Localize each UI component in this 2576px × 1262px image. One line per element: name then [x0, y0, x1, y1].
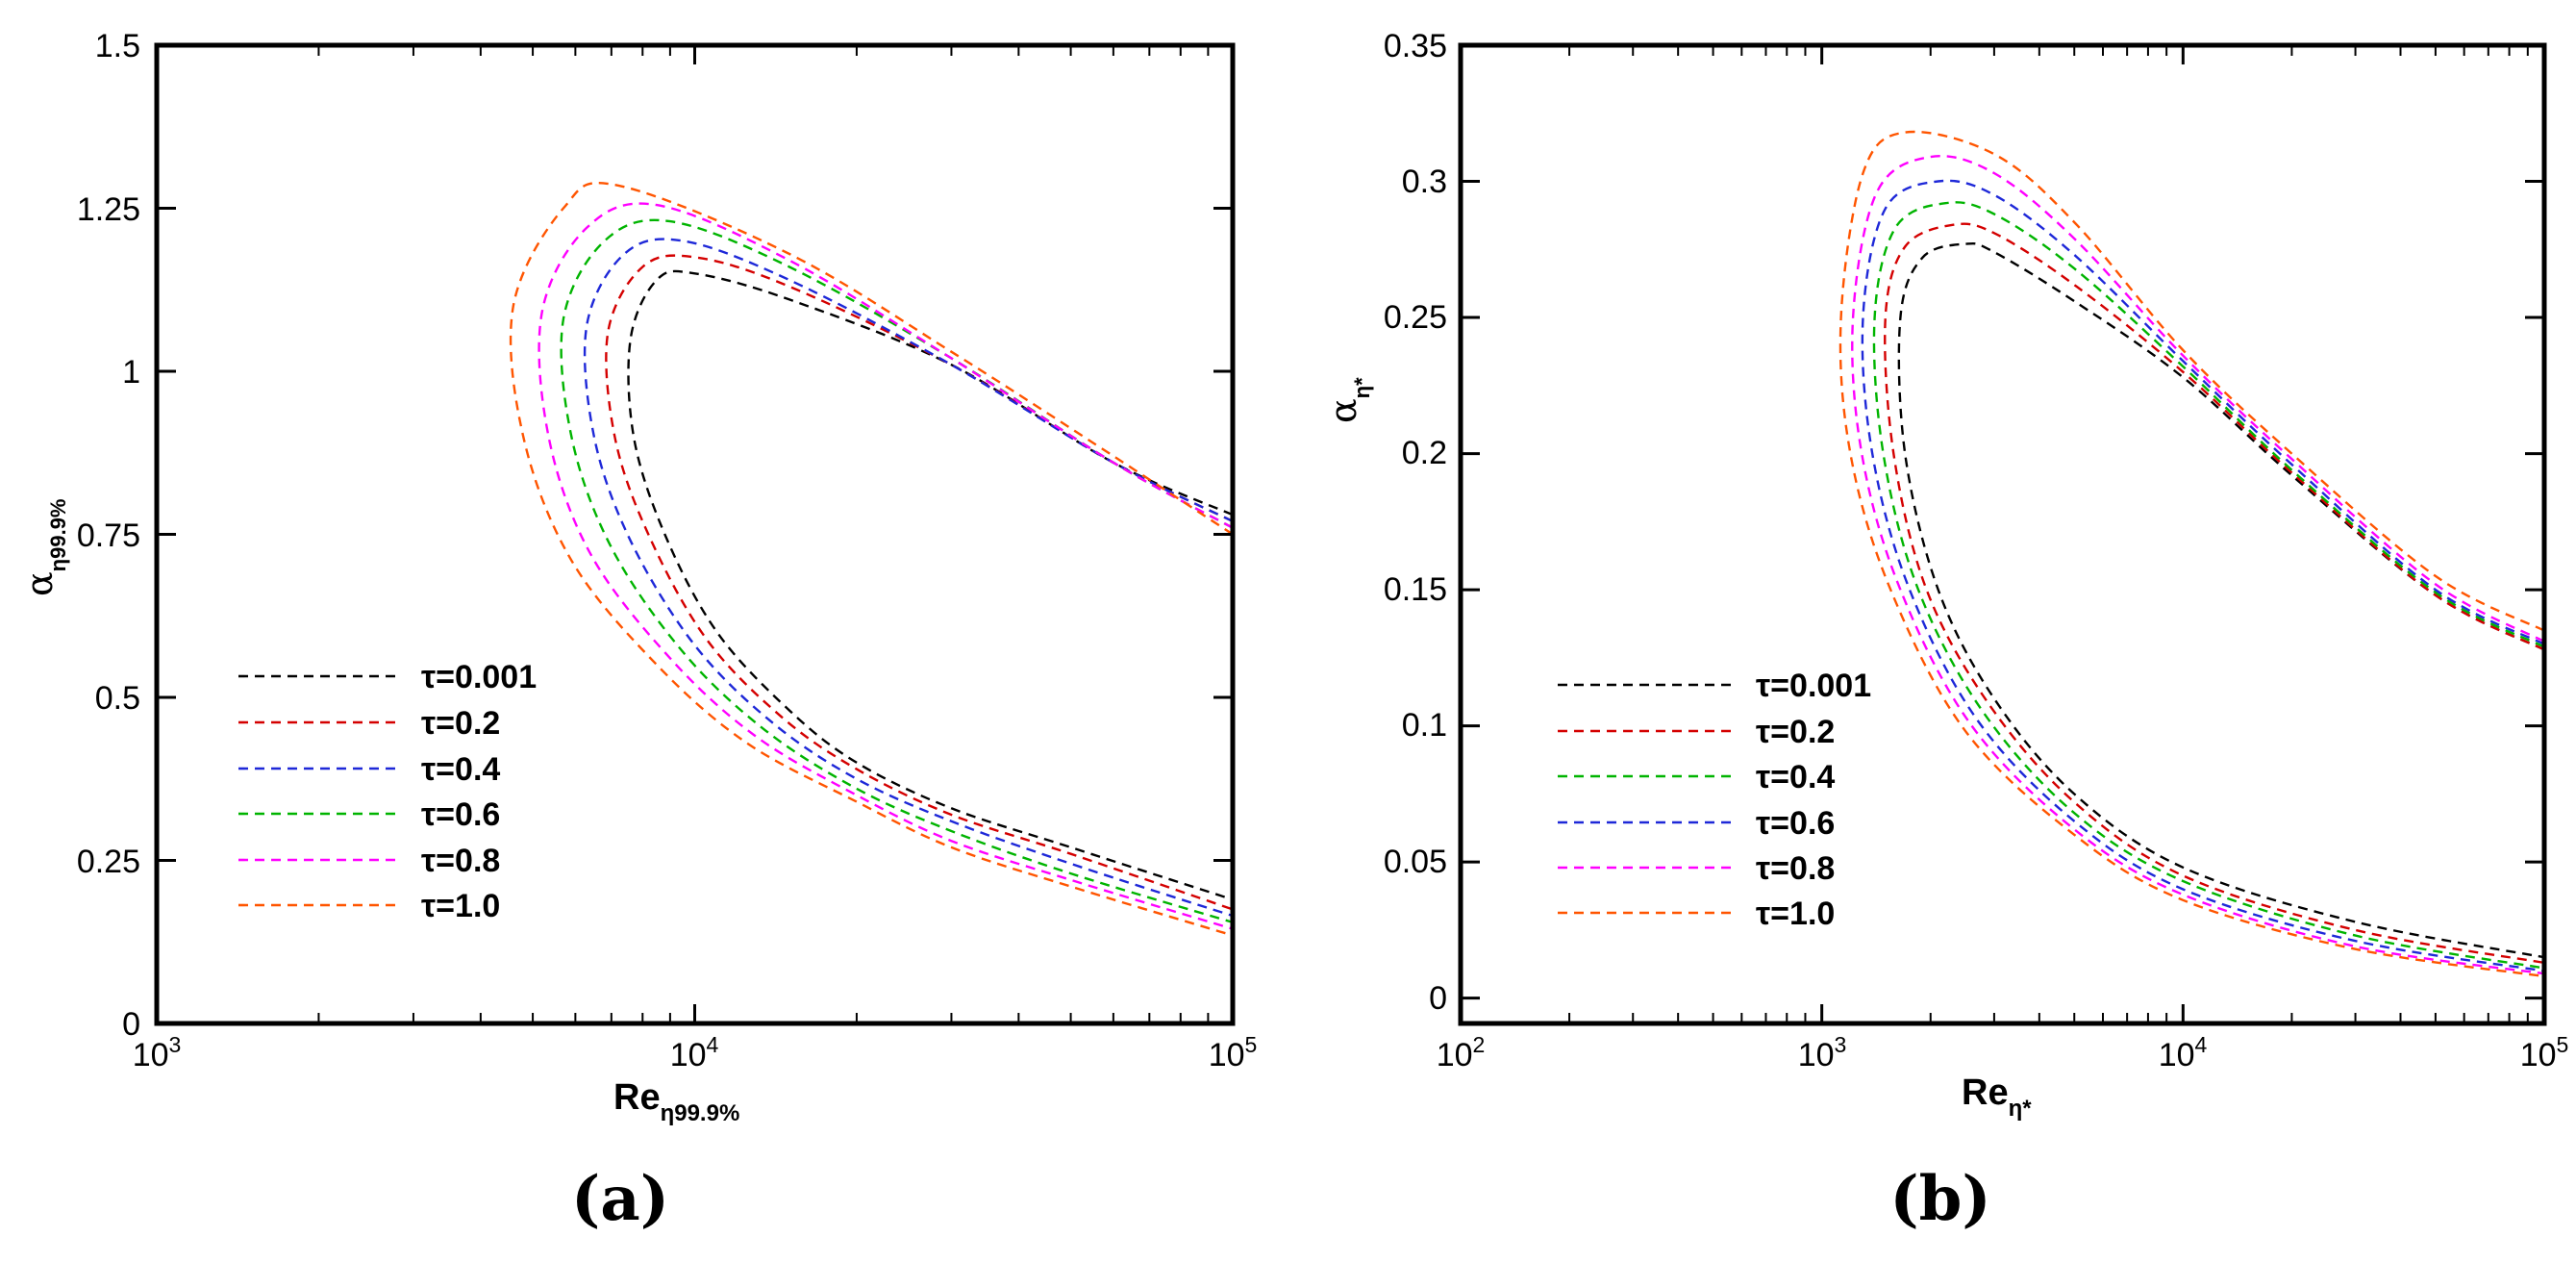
panel-b-xtick-label: 103: [1798, 1032, 1847, 1073]
panel-b-major-ticks-layer: [1459, 43, 2546, 1023]
panel-a-xtick-label: 103: [133, 1032, 182, 1073]
panel-a-ytick-label: 0.5: [95, 680, 140, 717]
panel-a-series-line: [583, 238, 1234, 918]
panel-a: 0 0.25 0.5 0.75 1 1.25 1.5 103 104 105 R…: [18, 28, 1257, 1235]
panel-b-ytick-label: 0.15: [1384, 571, 1447, 608]
panel-b-legend-label: τ=0.2: [1756, 714, 1835, 750]
panel-a-legend-label: τ=0.001: [421, 659, 537, 695]
panel-b-plot-frame: [1458, 42, 2547, 1026]
panel-a-legend-label: τ=0.4: [421, 751, 500, 788]
panel-b-ytick-label: 0.05: [1384, 844, 1447, 880]
panel-b-legend-label: τ=0.6: [1756, 805, 1835, 842]
panel-a-legend-label: τ=1.0: [421, 888, 500, 924]
panel-b-ytick-label: 0.35: [1384, 28, 1447, 64]
panel-b-xtick-label: 102: [1437, 1032, 1486, 1073]
panel-a-series-line: [605, 254, 1234, 911]
panel-a-plot-frame: [154, 42, 1236, 1026]
panel-b-legend-label: τ=0.001: [1756, 668, 1871, 704]
panel-b: 0 0.05 0.1 0.15 0.2 0.25 0.3 0.35 102 10…: [1322, 28, 2568, 1235]
panel-b-ytick-label: 0.1: [1402, 707, 1447, 744]
panel-a-ytick-label: 0: [122, 1006, 140, 1043]
panel-b-xtick-label: 105: [2520, 1032, 2569, 1073]
panel-b-ylabel: αη*: [1322, 377, 1374, 423]
panel-a-xtick-label: 104: [670, 1032, 719, 1073]
panel-a-series-layer: [509, 181, 1234, 937]
panel-a-ytick-label: 1: [122, 354, 140, 391]
panel-a-caption: (a): [571, 1163, 669, 1235]
panel-b-series-line: [1838, 130, 2545, 978]
panel-a-ytick-label: 1.5: [95, 28, 140, 64]
panel-b-xlabel: Reη*: [1962, 1073, 2032, 1122]
panel-b-legend-label: τ=1.0: [1756, 896, 1835, 932]
panel-b-legend-label: τ=0.8: [1756, 850, 1835, 887]
panel-b-series-line: [1851, 155, 2545, 975]
panel-a-legend: τ=0.001 τ=0.2 τ=0.4 τ=0.6 τ=0.8 τ=1.0: [238, 659, 537, 924]
panel-a-legend-label: τ=0.6: [421, 796, 500, 833]
panel-b-ytick-label: 0: [1429, 980, 1447, 1017]
panel-a-series-line: [509, 181, 1234, 937]
panel-a-ylabel: αη99.9%: [18, 499, 70, 597]
panel-b-series-line: [1897, 241, 2545, 959]
panel-a-series-line: [538, 202, 1234, 930]
panel-b-legend: τ=0.001 τ=0.2 τ=0.4 τ=0.6 τ=0.8 τ=1.0: [1558, 668, 1871, 932]
panel-a-xlabel: Reη99.9%: [613, 1077, 739, 1126]
panel-b-legend-label: τ=0.4: [1756, 759, 1835, 795]
panel-b-ytick-label: 0.3: [1402, 164, 1447, 200]
panel-a-xtick-label: 105: [1209, 1032, 1258, 1073]
panel-a-legend-label: τ=0.2: [421, 705, 500, 742]
panel-a-ytick-label: 0.25: [77, 844, 140, 880]
panel-b-caption: (b): [1889, 1163, 1990, 1235]
panel-a-major-ticks-layer: [155, 43, 1235, 1025]
panel-a-series-line: [627, 269, 1234, 901]
panel-b-series-line: [1872, 201, 2545, 970]
panel-a-ytick-label: 1.25: [77, 191, 140, 228]
panel-b-series-line: [1861, 179, 2545, 972]
panel-a-ytick-label: 0.75: [77, 517, 140, 554]
panel-a-legend-label: τ=0.8: [421, 843, 500, 879]
panel-b-series-line: [1884, 222, 2545, 965]
panel-b-ytick-label: 0.2: [1402, 435, 1447, 471]
panel-b-series-layer: [1838, 130, 2545, 978]
panel-b-ytick-label: 0.25: [1384, 299, 1447, 336]
panel-b-xtick-label: 104: [2159, 1032, 2208, 1073]
